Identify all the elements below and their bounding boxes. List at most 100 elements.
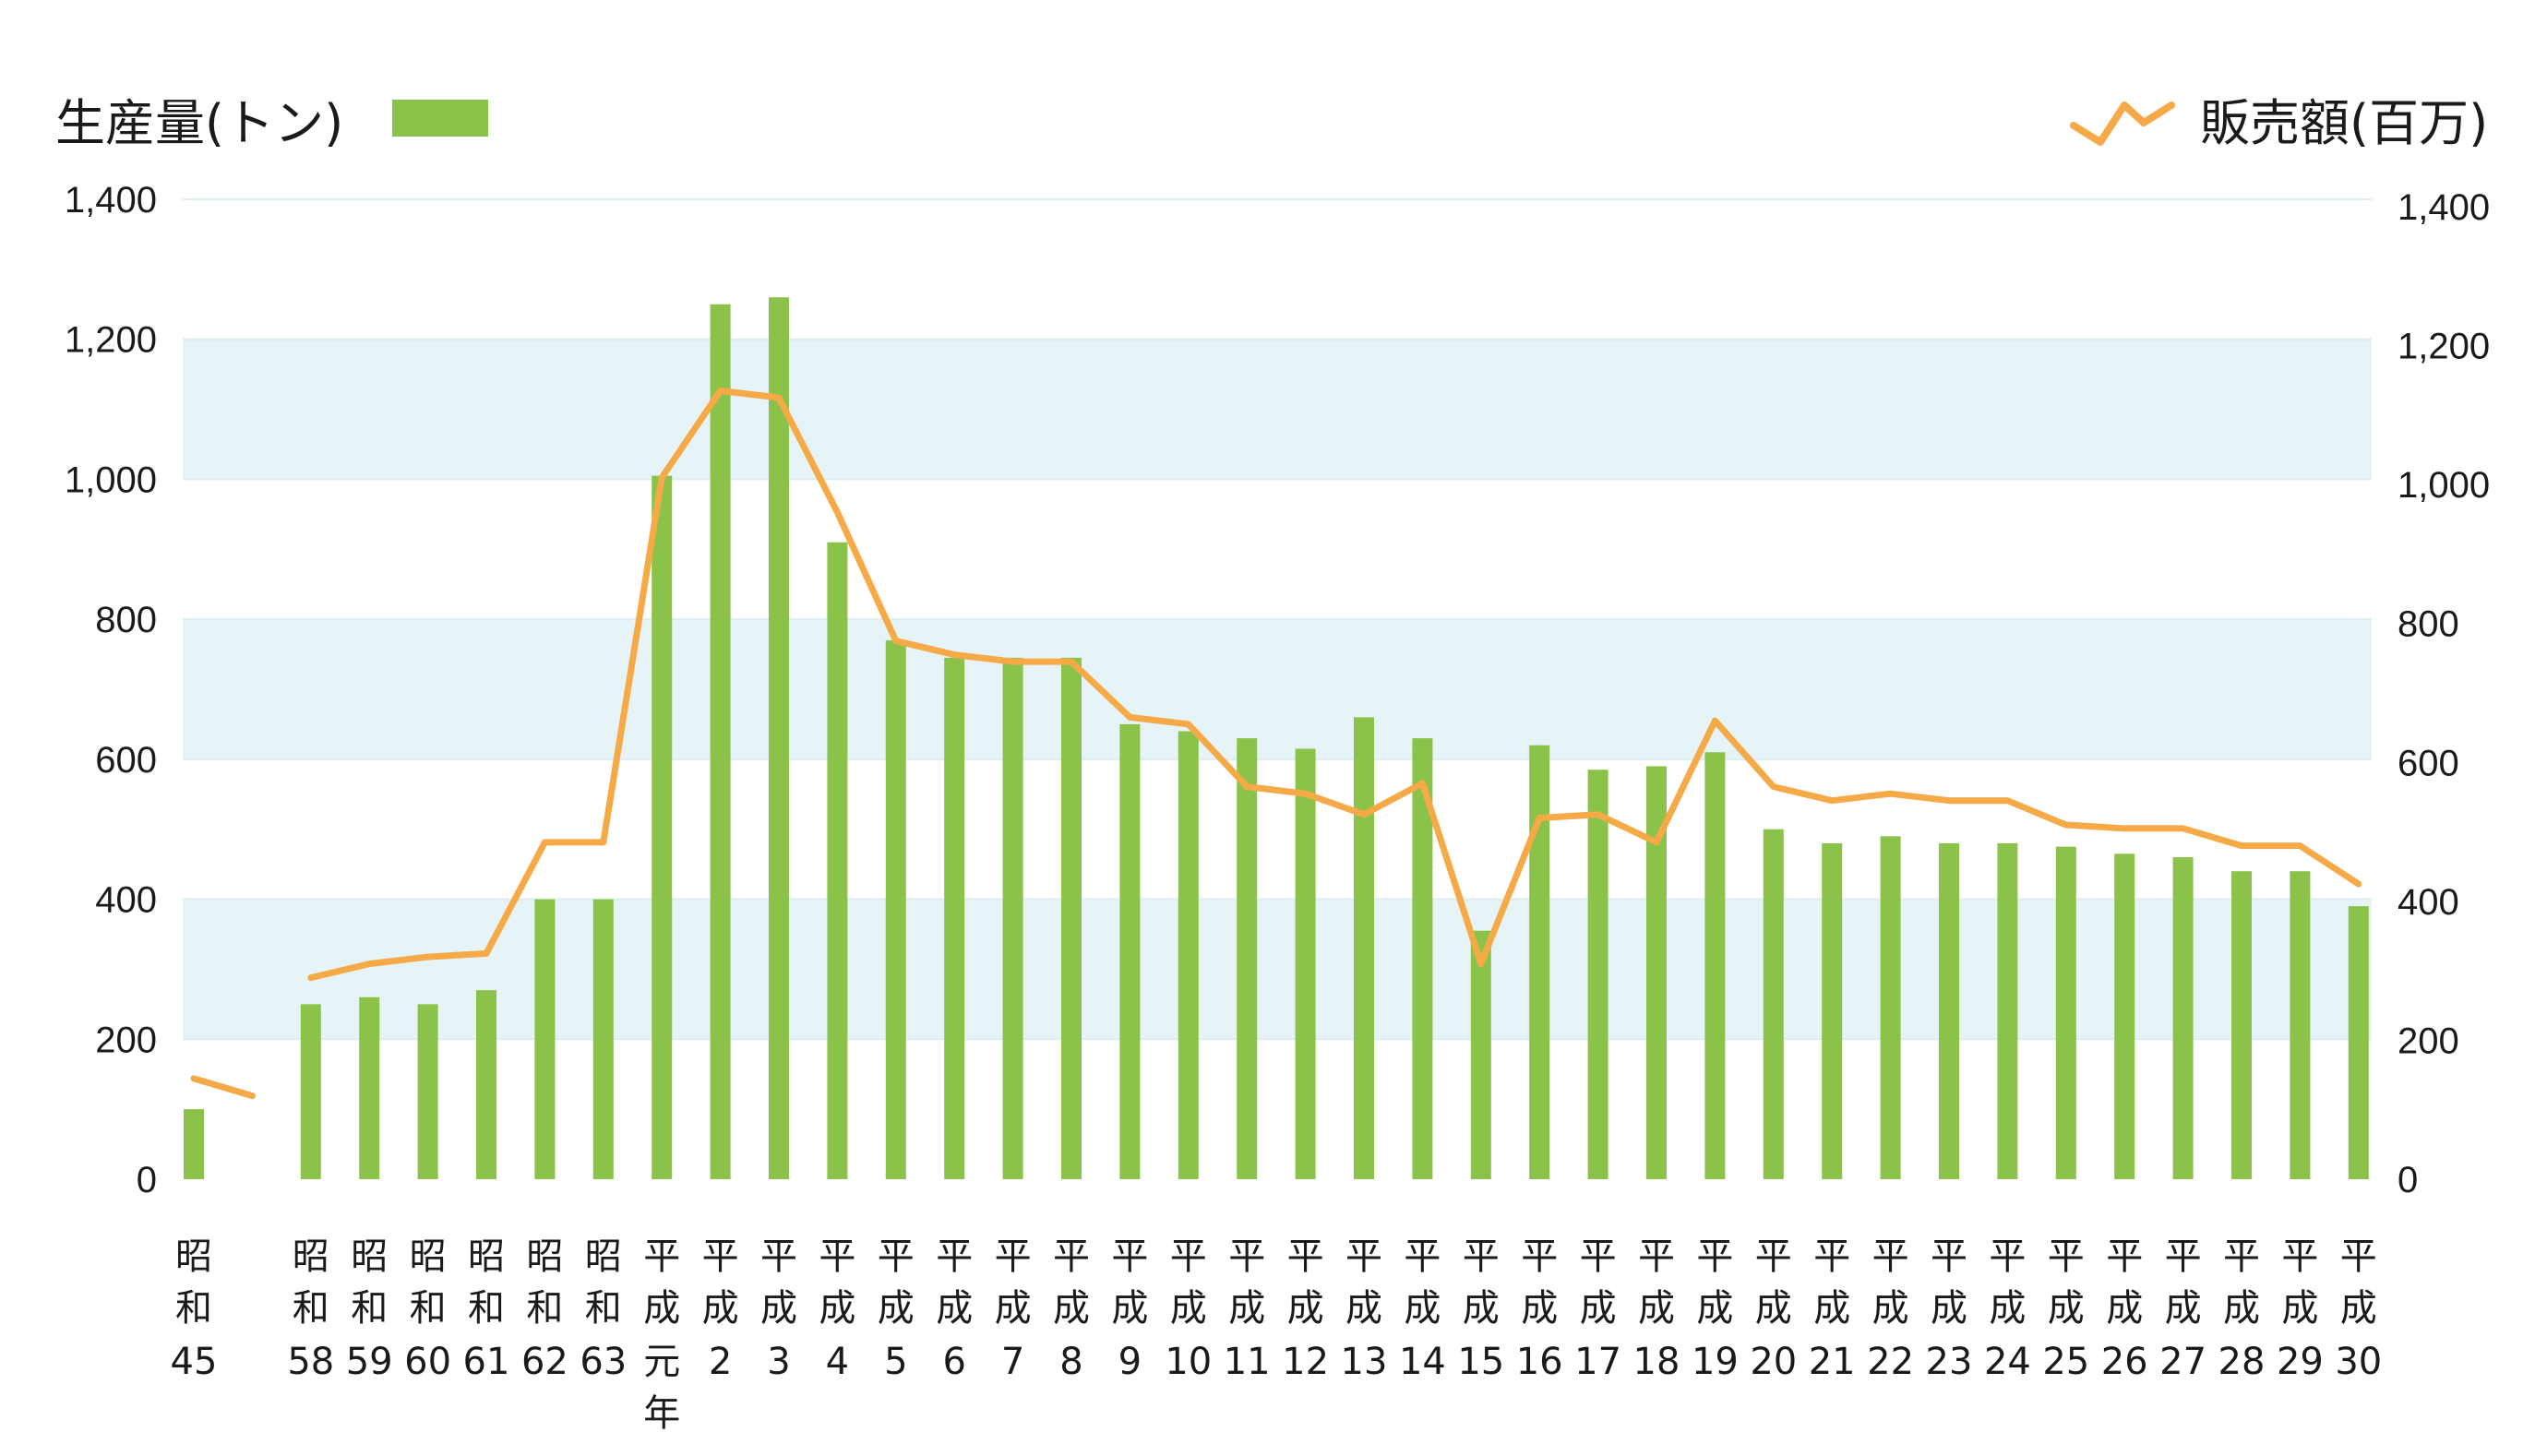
- x-label-era-char: 成: [1696, 1287, 1733, 1330]
- left-tick-label: 0: [137, 1160, 157, 1200]
- x-label-year: 5: [884, 1341, 907, 1383]
- sales-point-4: [426, 956, 429, 959]
- bar-7: [592, 899, 614, 1179]
- x-label-12: 平成 5: [878, 1235, 915, 1383]
- bar-8: [652, 475, 673, 1179]
- right-axis-ticks: 0 200 400 600 800 1,000 1,200 1,400: [2398, 187, 2490, 1200]
- x-label-year: 29: [2277, 1341, 2324, 1383]
- x-label-16: 平成 9: [1111, 1235, 1148, 1383]
- legend-sales-label: 販売額(百万): [2200, 94, 2488, 152]
- x-label-year: 14: [1399, 1341, 1446, 1383]
- x-label-year: 60: [404, 1341, 451, 1383]
- x-label-year: 22: [1867, 1341, 1914, 1383]
- x-label-year: 20: [1750, 1341, 1797, 1383]
- x-label-era-char: 平: [702, 1235, 739, 1278]
- sales-point-25: [1656, 841, 1657, 843]
- x-label-era-char: 昭: [175, 1235, 212, 1278]
- x-label-5: 昭和 61: [463, 1235, 510, 1383]
- x-label-25: 平成 18: [1633, 1235, 1680, 1383]
- bar-10: [769, 297, 789, 1179]
- bar-34: [2172, 857, 2194, 1179]
- bar-26: [1704, 752, 1726, 1179]
- x-label-year: 10: [1165, 1341, 1212, 1383]
- sales-point-24: [1596, 813, 1599, 816]
- x-label-2: 昭和 58: [287, 1235, 334, 1383]
- x-label-year: 7: [1001, 1341, 1024, 1383]
- sales-point-28: [1831, 799, 1834, 802]
- bar-33: [2114, 853, 2135, 1179]
- x-label-era-char: 成: [760, 1287, 797, 1330]
- sales-point-9: [719, 389, 722, 392]
- bar-12: [885, 639, 906, 1179]
- x-label-27: 平成 20: [1750, 1235, 1797, 1383]
- x-label-era-char: 成: [1404, 1287, 1441, 1330]
- x-label-20: 平成 13: [1341, 1235, 1388, 1383]
- x-label-era-char: 平: [878, 1235, 915, 1278]
- x-label-era-char: 成: [1463, 1287, 1500, 1330]
- left-tick-label: 1,000: [65, 459, 157, 500]
- sales-line-layer: [190, 388, 2362, 1100]
- sales-point-8: [661, 476, 664, 479]
- right-tick-label: 1,200: [2398, 327, 2490, 367]
- sales-point-1: [251, 1094, 254, 1097]
- sales-point-12: [894, 639, 897, 642]
- bar-14: [1002, 657, 1023, 1179]
- x-label-era-char: 平: [2048, 1235, 2085, 1278]
- x-label-era-char: 平: [2281, 1235, 2318, 1278]
- x-label-era-char: 和: [351, 1287, 388, 1330]
- x-label-36: 平成 29: [2277, 1235, 2324, 1383]
- x-label-era-char: 成: [2223, 1287, 2260, 1330]
- x-label-year: 63: [580, 1341, 627, 1383]
- sales-point-21: [1421, 782, 1424, 784]
- x-label-era-char: 成: [1872, 1287, 1909, 1330]
- x-label-era-char: 成: [1521, 1287, 1558, 1330]
- x-label-year: 13: [1341, 1341, 1388, 1383]
- sales-point-19: [1304, 793, 1307, 795]
- x-label-era-char: 成: [1111, 1287, 1148, 1330]
- x-label-11: 平成 4: [819, 1235, 855, 1383]
- background-bands: [183, 339, 2372, 1040]
- sales-point-2: [309, 976, 312, 979]
- x-label-era-char: 成: [1638, 1287, 1675, 1330]
- x-label-29: 平成 22: [1867, 1235, 1914, 1383]
- x-label-32: 平成 25: [2042, 1235, 2089, 1383]
- x-label-year: 61: [463, 1341, 510, 1383]
- x-label-15: 平成 8: [1053, 1235, 1090, 1383]
- sales-point-16: [1129, 716, 1131, 719]
- bar-11: [827, 542, 848, 1179]
- x-label-7: 昭和 63: [580, 1235, 627, 1383]
- sales-point-10: [778, 397, 780, 400]
- legend-sales: 販売額(百万): [2070, 94, 2488, 152]
- x-label-year: 12: [1282, 1341, 1329, 1383]
- x-label-year: 28: [2218, 1341, 2266, 1383]
- x-label-year: 19: [1692, 1341, 1739, 1383]
- x-label-18: 平成 11: [1224, 1235, 1271, 1383]
- sales-point-0: [193, 1077, 195, 1080]
- x-label-era-char: 平: [643, 1235, 680, 1278]
- left-tick-label: 1,200: [65, 320, 157, 361]
- bar-25: [1646, 766, 1667, 1179]
- x-label-10: 平成 3: [760, 1235, 797, 1383]
- bar-21: [1412, 738, 1433, 1179]
- x-label-era-char: 昭: [293, 1235, 329, 1278]
- sales-point-22: [1479, 962, 1482, 965]
- sales-line: [307, 388, 2362, 982]
- x-label-era-char: 平: [2106, 1235, 2143, 1278]
- bar-27: [1763, 829, 1784, 1179]
- x-label-30: 平成 23: [1926, 1235, 1973, 1383]
- sales-point-14: [1011, 661, 1014, 663]
- bar-24: [1587, 770, 1608, 1179]
- x-label-year: 26: [2101, 1341, 2148, 1383]
- sales-line-early: [190, 1075, 256, 1100]
- legend-sales-swatch: [2070, 101, 2175, 146]
- x-label-era-char: 成: [1228, 1287, 1265, 1330]
- x-label-24: 平成 17: [1574, 1235, 1621, 1383]
- left-tick-label: 800: [95, 600, 157, 640]
- band-0: [183, 899, 2372, 1040]
- x-label-3: 昭和 59: [346, 1235, 393, 1383]
- x-label-year: 21: [1809, 1341, 1856, 1383]
- bar-37: [2348, 906, 2369, 1179]
- left-tick-label: 200: [95, 1020, 157, 1060]
- x-label-era-char: 成: [1287, 1287, 1324, 1330]
- sales-point-35: [2241, 844, 2242, 847]
